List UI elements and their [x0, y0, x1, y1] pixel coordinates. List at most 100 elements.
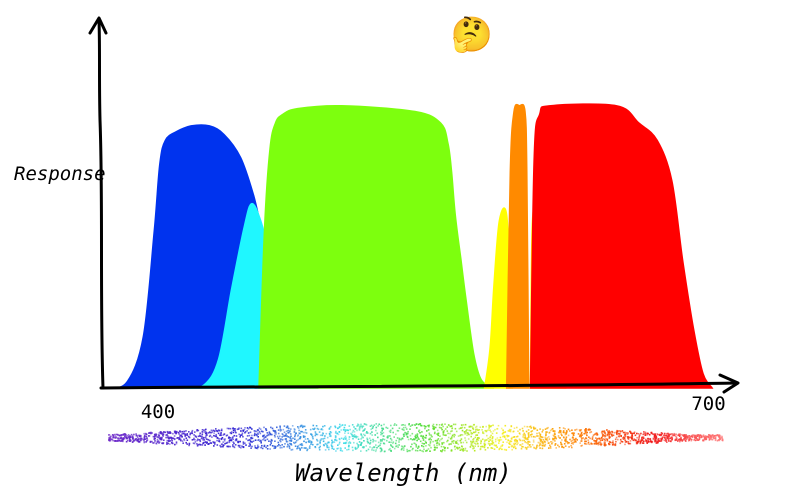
spectrum-speck [432, 426, 435, 428]
spectrum-speck [510, 425, 513, 427]
spectrum-speck [347, 448, 350, 451]
spectrum-speck [203, 431, 205, 433]
spectrum-speck [375, 444, 377, 446]
spectrum-speck [167, 436, 169, 439]
spectrum-speck [294, 445, 297, 447]
spectrum-speck [127, 434, 130, 436]
spectrum-speck [534, 436, 537, 438]
spectrum-speck [299, 443, 302, 446]
spectrum-speck [516, 440, 519, 442]
spectrum-speck [201, 444, 204, 446]
spectrum-speck [448, 443, 451, 445]
spectrum-speck [508, 428, 511, 431]
spectrum-speck [512, 445, 514, 448]
spectrum-speck [524, 435, 526, 437]
spectrum-speck [671, 437, 674, 440]
spectrum-speck [361, 441, 363, 444]
spectrum-speck [226, 445, 228, 448]
spectrum-speck [592, 434, 595, 436]
spectrum-speck [407, 438, 410, 441]
spectrum-speck [683, 434, 686, 436]
spectrum-speck [414, 424, 417, 426]
spectrum-speck [218, 440, 221, 443]
spectrum-speck [279, 439, 281, 442]
spectrum-speck [466, 429, 468, 431]
spectrum-speck [372, 425, 374, 428]
spectrum-speck [131, 441, 134, 443]
spectrum-speck [220, 428, 223, 431]
spectrum-speck [316, 440, 319, 442]
spectrum-speck [299, 449, 301, 451]
spectrum-speck [415, 423, 418, 425]
spectrum-speck [128, 437, 131, 440]
spectrum-speck [257, 429, 260, 431]
spectrum-speck [298, 429, 300, 432]
spectrum-speck [476, 441, 479, 443]
spectrum-speck [357, 438, 360, 440]
spectrum-speck [274, 436, 276, 438]
spectrum-speck [476, 438, 478, 441]
spectrum-speck [416, 433, 419, 435]
spectrum-speck [254, 445, 256, 447]
spectrum-speck [169, 437, 172, 440]
spectrum-speck [260, 439, 262, 442]
spectrum-speck [347, 442, 350, 444]
spectrum-speck [660, 432, 663, 434]
spectrum-speck [538, 445, 540, 447]
spectrum-speck [139, 439, 142, 441]
spectrum-speck [508, 442, 510, 445]
spectrum-speck [285, 430, 288, 433]
spectrum-speck [643, 440, 645, 443]
spectrum-speck [443, 447, 446, 450]
spectrum-speck [357, 446, 359, 448]
spectrum-speck [539, 428, 541, 430]
spectrum-speck [296, 447, 298, 450]
spectrum-speck [393, 424, 395, 426]
spectrum-speck [402, 433, 405, 436]
spectrum-speck [296, 435, 299, 437]
spectrum-speck [297, 447, 299, 449]
spectrum-speck [508, 443, 511, 445]
spectrum-speck [487, 447, 489, 449]
spectrum-speck [273, 430, 275, 432]
spectrum-speck [678, 435, 681, 437]
spectrum-speck [146, 440, 148, 442]
spectrum-speck [534, 427, 537, 430]
spectrum-speck [467, 432, 469, 435]
spectrum-speck [455, 430, 458, 433]
spectrum-speck [266, 434, 268, 437]
spectrum-speck [449, 438, 452, 440]
spectrum-speck [683, 438, 685, 440]
spectrum-speck [275, 431, 277, 434]
spectrum-speck [403, 429, 405, 431]
spectrum-speck [695, 435, 697, 438]
spectrum-speck [191, 439, 194, 441]
spectrum-speck [268, 431, 271, 433]
spectrum-speck [211, 436, 213, 438]
spectrum-speck [473, 423, 475, 426]
spectrum-speck [233, 442, 235, 445]
spectrum-speck [369, 439, 372, 442]
spectrum-speck [673, 434, 676, 437]
spectrum-speck [377, 445, 380, 448]
spectrum-speck [663, 439, 666, 441]
spectrum-speck [322, 440, 325, 443]
spectrum-speck [159, 432, 162, 435]
spectrum-speck [300, 424, 302, 427]
spectrum-speck [156, 439, 159, 441]
spectrum-speck [621, 441, 624, 443]
spectrum-speck [461, 445, 463, 447]
spectrum-speck [339, 449, 342, 452]
spectrum-speck [239, 436, 241, 438]
spectrum-speck [248, 442, 251, 444]
spectrum-speck [274, 430, 277, 432]
spectrum-speck [364, 434, 366, 437]
spectrum-speck [263, 444, 266, 447]
spectrum-speck [657, 438, 660, 440]
spectrum-speck [484, 449, 487, 451]
spectrum-speck [331, 441, 334, 444]
spectrum-speck [365, 432, 368, 434]
spectrum-speck [377, 425, 379, 427]
spectrum-speck [249, 431, 252, 434]
spectrum-speck [605, 444, 607, 446]
